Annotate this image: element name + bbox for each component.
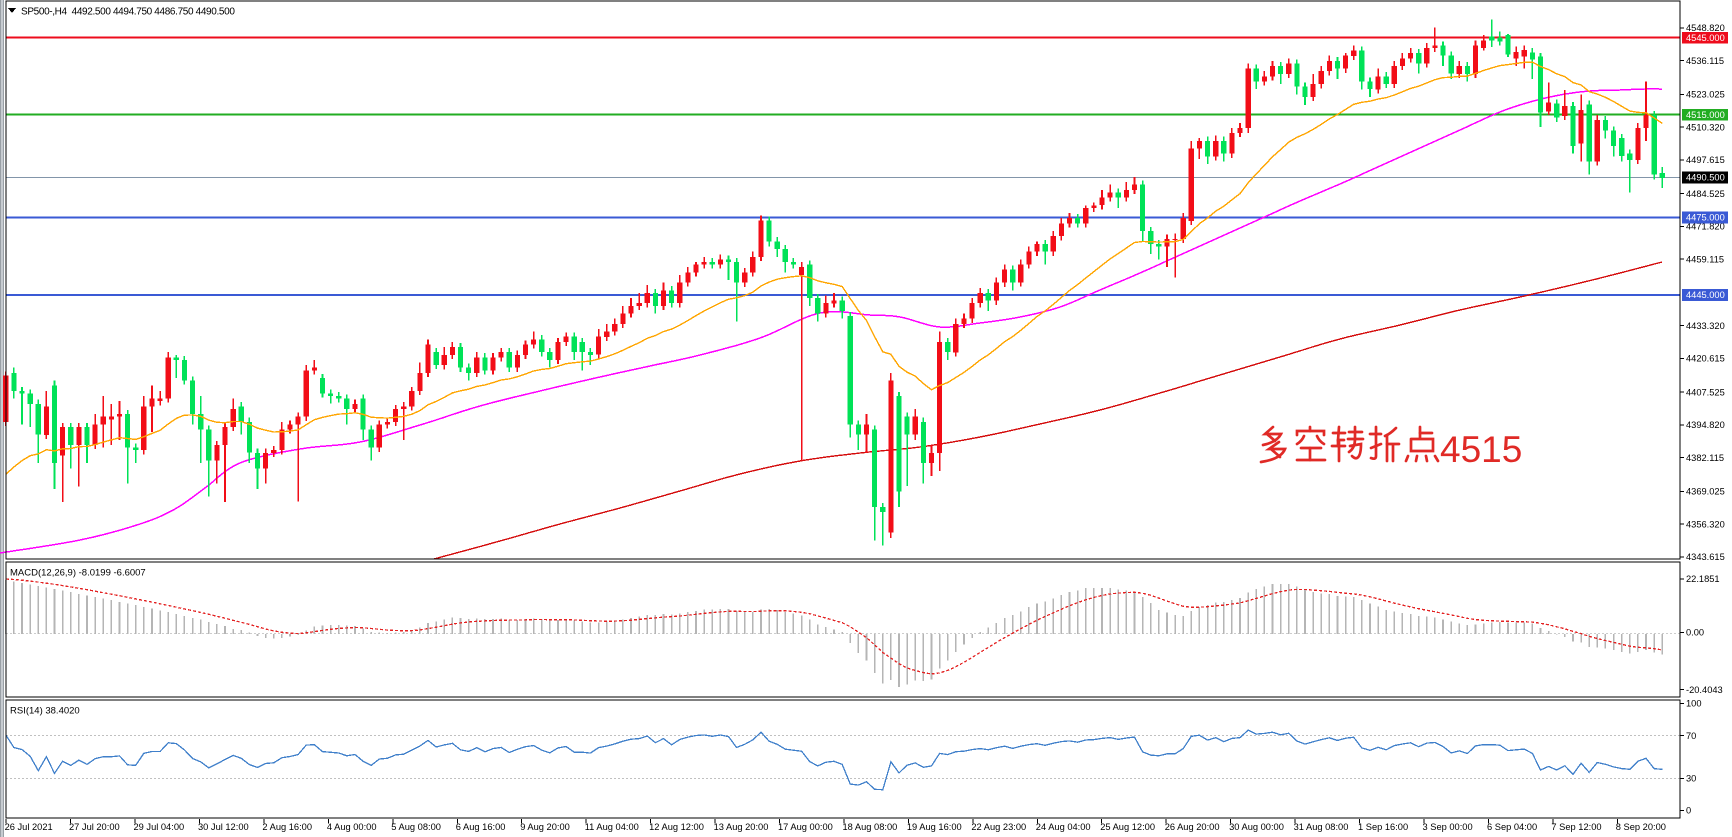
svg-text:0.00: 0.00 bbox=[1686, 628, 1704, 638]
svg-text:8 Sep 20:00: 8 Sep 20:00 bbox=[1616, 822, 1666, 832]
svg-text:4515.000: 4515.000 bbox=[1686, 110, 1725, 120]
svg-text:4523.025: 4523.025 bbox=[1686, 90, 1725, 100]
svg-text:4407.525: 4407.525 bbox=[1686, 387, 1725, 397]
svg-text:4548.820: 4548.820 bbox=[1686, 23, 1725, 33]
svg-text:17 Aug 00:00: 17 Aug 00:00 bbox=[778, 822, 833, 832]
svg-text:4490.500: 4490.500 bbox=[1686, 173, 1725, 183]
svg-text:-20.4043: -20.4043 bbox=[1686, 685, 1723, 695]
svg-text:9 Aug 20:00: 9 Aug 20:00 bbox=[520, 822, 570, 832]
svg-text:4515: 4515 bbox=[1440, 429, 1522, 470]
svg-text:4343.615: 4343.615 bbox=[1686, 552, 1725, 562]
svg-text:24 Aug 04:00: 24 Aug 04:00 bbox=[1036, 822, 1091, 832]
svg-text:3 Sep 00:00: 3 Sep 00:00 bbox=[1423, 822, 1473, 832]
svg-text:6 Sep 04:00: 6 Sep 04:00 bbox=[1487, 822, 1537, 832]
svg-text:4545.000: 4545.000 bbox=[1686, 33, 1725, 43]
svg-text:4356.320: 4356.320 bbox=[1686, 519, 1725, 529]
svg-text:13 Aug 20:00: 13 Aug 20:00 bbox=[714, 822, 769, 832]
svg-text:4394.820: 4394.820 bbox=[1686, 420, 1725, 430]
svg-text:19 Aug 16:00: 19 Aug 16:00 bbox=[907, 822, 962, 832]
svg-text:30 Aug 00:00: 30 Aug 00:00 bbox=[1229, 822, 1284, 832]
svg-text:26 Aug 20:00: 26 Aug 20:00 bbox=[1165, 822, 1220, 832]
svg-text:5 Aug 08:00: 5 Aug 08:00 bbox=[391, 822, 441, 832]
svg-text:22 Aug 23:00: 22 Aug 23:00 bbox=[971, 822, 1026, 832]
svg-text:11 Aug 04:00: 11 Aug 04:00 bbox=[585, 822, 639, 832]
svg-text:4536.115: 4536.115 bbox=[1686, 56, 1724, 66]
svg-text:1 Sep 16:00: 1 Sep 16:00 bbox=[1358, 822, 1408, 832]
svg-text:4475.000: 4475.000 bbox=[1686, 213, 1725, 223]
svg-text:25 Aug 12:00: 25 Aug 12:00 bbox=[1100, 822, 1155, 832]
svg-text:18 Aug 08:00: 18 Aug 08:00 bbox=[843, 822, 898, 832]
svg-text:RSI(14) 38.4020: RSI(14) 38.4020 bbox=[10, 706, 80, 717]
svg-text:30 Jul 12:00: 30 Jul 12:00 bbox=[198, 822, 249, 832]
svg-text:29 Jul 04:00: 29 Jul 04:00 bbox=[134, 822, 185, 832]
svg-text:100: 100 bbox=[1686, 699, 1702, 709]
svg-text:4497.615: 4497.615 bbox=[1686, 155, 1725, 165]
svg-text:26 Jul 2021: 26 Jul 2021 bbox=[5, 822, 53, 832]
svg-text:22.1851: 22.1851 bbox=[1686, 574, 1720, 584]
svg-text:7 Sep 12:00: 7 Sep 12:00 bbox=[1551, 822, 1601, 832]
svg-text:2 Aug 16:00: 2 Aug 16:00 bbox=[262, 822, 312, 832]
svg-text:0: 0 bbox=[1686, 806, 1691, 816]
svg-text:27 Jul 20:00: 27 Jul 20:00 bbox=[69, 822, 120, 832]
svg-text:4484.525: 4484.525 bbox=[1686, 189, 1725, 199]
svg-text:4459.115: 4459.115 bbox=[1686, 254, 1724, 264]
svg-text:4420.615: 4420.615 bbox=[1686, 354, 1725, 364]
svg-text:31 Aug 08:00: 31 Aug 08:00 bbox=[1294, 822, 1349, 832]
svg-text:4445.000: 4445.000 bbox=[1686, 290, 1725, 300]
svg-text:4382.115: 4382.115 bbox=[1686, 453, 1724, 463]
svg-text:30: 30 bbox=[1686, 774, 1696, 784]
svg-text:12 Aug 12:00: 12 Aug 12:00 bbox=[649, 822, 704, 832]
svg-text:4433.320: 4433.320 bbox=[1686, 321, 1725, 331]
svg-text:6 Aug 16:00: 6 Aug 16:00 bbox=[456, 822, 506, 832]
svg-text:SP500-,H4 4492.500 4494.750 4: SP500-,H4 4492.500 4494.750 4486.750 449… bbox=[21, 6, 235, 17]
svg-text:4510.320: 4510.320 bbox=[1686, 122, 1725, 132]
svg-text:MACD(12,26,9) -8.0199 -6.6007: MACD(12,26,9) -8.0199 -6.6007 bbox=[10, 568, 146, 579]
svg-text:4 Aug 00:00: 4 Aug 00:00 bbox=[327, 822, 377, 832]
svg-text:4471.820: 4471.820 bbox=[1686, 222, 1725, 232]
svg-text:4369.025: 4369.025 bbox=[1686, 487, 1725, 497]
svg-text:70: 70 bbox=[1686, 731, 1696, 741]
